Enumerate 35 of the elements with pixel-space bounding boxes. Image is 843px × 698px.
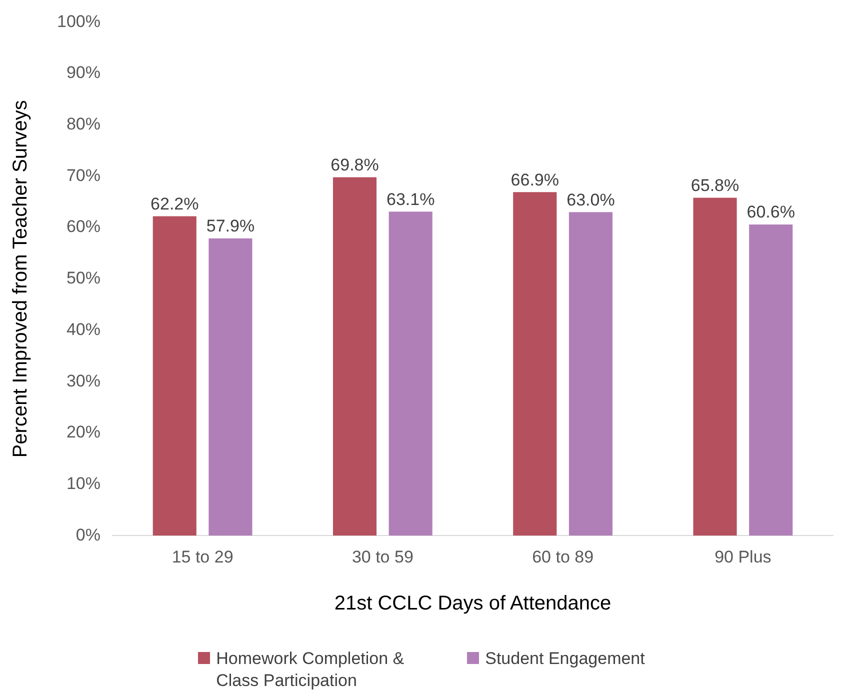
y-axis-title: Percent Improved from Teacher Surveys — [10, 100, 32, 458]
y-tick-label: 60% — [66, 217, 100, 236]
bar — [749, 224, 793, 536]
x-tick-label: 30 to 59 — [352, 547, 414, 566]
y-tick-label: 10% — [66, 474, 100, 493]
legend-label: Student Engagement — [485, 648, 645, 670]
y-tick-label: 20% — [66, 422, 100, 442]
y-tick-label: 90% — [66, 63, 100, 82]
y-tick-label: 100% — [56, 12, 100, 31]
data-label: 63.1% — [386, 190, 435, 209]
data-label: 57.9% — [206, 216, 255, 236]
y-tick-label: 0% — [76, 525, 100, 544]
y-tick-label: 50% — [66, 268, 100, 288]
bar — [513, 192, 557, 536]
y-tick-label: 70% — [66, 166, 100, 185]
y-tick-label: 40% — [66, 320, 100, 339]
bar — [388, 212, 432, 536]
y-tick-label: 30% — [66, 371, 100, 390]
data-label: 65.8% — [690, 176, 740, 195]
x-tick-label: 90 Plus — [714, 547, 772, 566]
data-label: 66.9% — [510, 170, 559, 190]
bar — [693, 198, 737, 536]
bar — [152, 216, 196, 536]
x-axis-title: 21st CCLC Days of Attendance — [334, 592, 612, 615]
y-tick-label: 80% — [66, 114, 100, 134]
data-label: 60.6% — [746, 202, 795, 222]
x-tick-label: 60 to 89 — [532, 547, 594, 566]
legend-label: Homework Completion & Class Participation — [216, 648, 406, 692]
data-label: 69.8% — [330, 155, 379, 174]
bar — [208, 238, 252, 536]
x-tick-label: 15 to 29 — [172, 547, 234, 566]
bar — [332, 177, 377, 536]
bar — [568, 212, 613, 536]
data-label: 62.2% — [150, 194, 199, 214]
data-label: 63.0% — [566, 190, 615, 210]
